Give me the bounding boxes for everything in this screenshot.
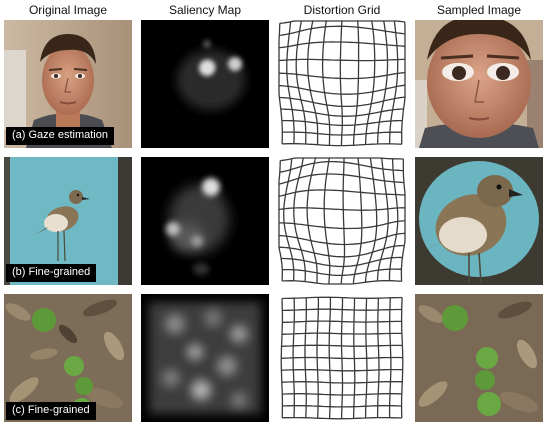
grid-line (279, 96, 406, 108)
grid-line (389, 20, 399, 144)
grid-line (400, 158, 406, 282)
original-image-bird (4, 157, 132, 285)
saliency-map-face (141, 20, 269, 148)
header-original-image: Original Image (28, 3, 108, 17)
header-saliency-map: Saliency Map (168, 3, 242, 17)
grid-line (282, 143, 402, 147)
grid-line (339, 20, 343, 146)
saliency-map-leaves (141, 294, 269, 422)
grid-line (281, 256, 403, 268)
grid-line (282, 405, 402, 408)
grid-line (352, 20, 360, 146)
grid-line (280, 108, 404, 117)
grid-line (401, 21, 406, 145)
grid-line (400, 297, 404, 419)
sampled-image-face (415, 20, 543, 148)
row-label-fine-grained-bird: (b) Fine-grained (6, 264, 97, 282)
sampled-image-bird (415, 157, 543, 285)
grid-line (388, 158, 399, 281)
grid-line (278, 244, 405, 258)
grid-line (376, 158, 389, 282)
grid-background (278, 157, 406, 285)
grid-line (279, 20, 405, 24)
grid-line (364, 20, 376, 145)
distortion-grid-leaves (278, 294, 406, 422)
grid-line (282, 393, 402, 396)
grid-line (388, 297, 392, 418)
grid-line (282, 131, 402, 136)
grid-line (376, 298, 380, 418)
grid-line (282, 280, 402, 285)
grid-line (278, 232, 406, 246)
grid-line (352, 157, 363, 284)
grid-line (377, 20, 389, 144)
row-label-gaze: (a) Gaze estimation (6, 127, 114, 145)
distortion-grid-face (278, 20, 406, 148)
grid-line (281, 119, 403, 127)
distortion-grid-bird (278, 157, 406, 285)
saliency-map-bird (141, 157, 269, 285)
grid-line (282, 268, 402, 277)
grid-line (279, 220, 406, 230)
grid-line (281, 368, 403, 372)
grid-line (280, 298, 284, 418)
grid-line (364, 157, 378, 283)
header-sampled-image: Sampled Image (436, 3, 522, 17)
row-label-fine-grained-leaves: (c) Fine-grained (6, 402, 96, 420)
grid-line (352, 298, 356, 419)
grid-line (340, 297, 344, 419)
grid-line (278, 23, 283, 144)
grid-line (364, 298, 368, 418)
header-distortion-grid: Distortion Grid (303, 3, 381, 17)
grid-line (340, 157, 346, 285)
grid-line (281, 381, 403, 384)
original-image-face (4, 20, 132, 148)
grid-line (282, 416, 402, 420)
sampled-image-leaves (415, 294, 543, 422)
original-image-leaves (4, 294, 132, 422)
